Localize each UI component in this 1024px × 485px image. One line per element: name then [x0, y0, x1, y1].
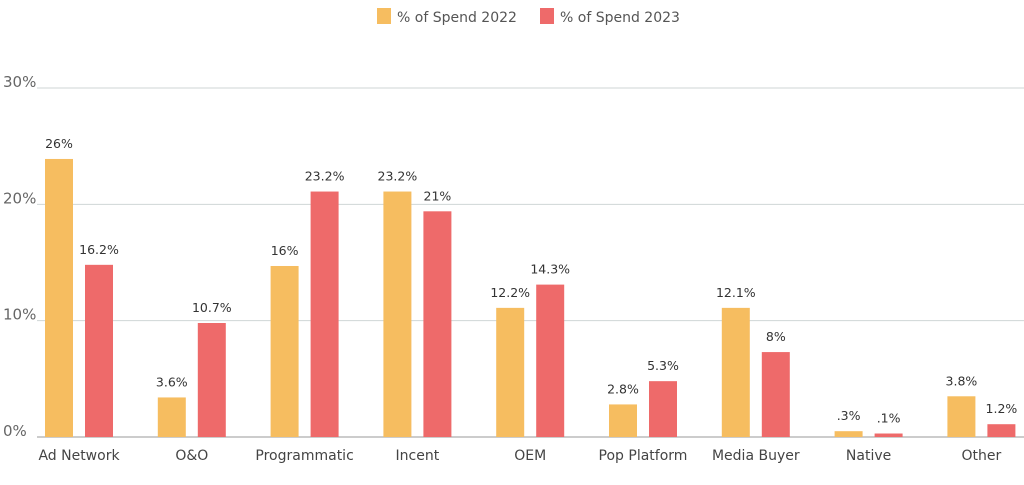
bar	[947, 396, 976, 437]
data-label: 23.2%	[305, 169, 345, 184]
legend-swatch-2022	[377, 8, 391, 24]
data-label: 16.2%	[79, 242, 119, 257]
x-tick-label: Native	[846, 448, 891, 464]
x-tick-label: O&O	[175, 448, 208, 464]
bar	[423, 211, 452, 437]
x-tick-label: OEM	[514, 448, 546, 464]
legend-label-2023: % of Spend 2023	[560, 10, 680, 26]
data-label: 1.2%	[986, 401, 1018, 416]
bar	[649, 381, 677, 437]
data-label: 3.6%	[156, 374, 188, 389]
bar	[536, 284, 565, 437]
x-tick-label: Incent	[396, 448, 440, 464]
bar	[197, 322, 226, 437]
bar	[761, 352, 790, 437]
x-tick-label: Other	[962, 448, 1002, 464]
bar	[270, 265, 299, 437]
bar	[45, 158, 73, 438]
x-tick-label: Programmatic	[255, 448, 353, 464]
data-label: 16%	[271, 243, 299, 258]
x-tick-label: Ad Network	[38, 448, 120, 464]
labels: 26% 16.2% Ad Network 3.6% 10.7% O&O 16% 23.2% Pr…	[38, 136, 1017, 464]
bar	[721, 307, 750, 437]
bar	[383, 191, 412, 437]
bar	[834, 431, 863, 437]
data-label: 12.2%	[490, 285, 530, 300]
bars	[45, 158, 1016, 438]
legend-swatch-2023	[540, 8, 554, 24]
x-tick-label: Media Buyer	[712, 448, 800, 464]
bar	[157, 397, 186, 437]
data-label: 21%	[424, 188, 452, 203]
bar	[609, 404, 637, 437]
legend: % of Spend 2022 % of Spend 2023	[377, 8, 680, 26]
data-label: 14.3%	[530, 262, 570, 277]
data-label: 3.8%	[946, 373, 978, 388]
data-label: 23.2%	[378, 169, 418, 184]
data-label: .3%	[837, 408, 861, 423]
data-label: 10.7%	[192, 300, 232, 315]
x-tick-label: Pop Platform	[599, 448, 688, 464]
bar	[987, 424, 1016, 437]
bar	[496, 307, 525, 437]
data-label: 5.3%	[647, 358, 679, 373]
data-label: 2.8%	[607, 381, 639, 396]
data-label: .1%	[877, 411, 901, 426]
data-label: 8%	[766, 329, 786, 344]
y-tick-label: 10%	[3, 306, 36, 324]
legend-label-2022: % of Spend 2022	[397, 10, 517, 26]
bar	[85, 264, 113, 437]
y-tick-label: 0%	[3, 422, 27, 440]
data-label: 26%	[45, 136, 73, 151]
data-label: 12.1%	[716, 285, 756, 300]
y-tick-label: 30%	[3, 73, 36, 91]
y-tick-label: 20%	[3, 189, 36, 207]
bar	[310, 191, 339, 437]
bar	[874, 433, 903, 437]
